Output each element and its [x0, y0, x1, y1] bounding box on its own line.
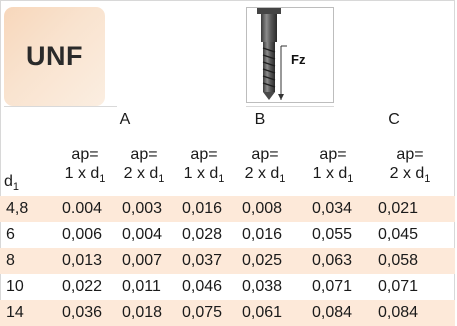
table-cell: 0,007: [116, 248, 176, 274]
table-cell: 0,045: [378, 226, 419, 243]
table-cell: 0,028: [182, 226, 223, 243]
group-label-b: B: [254, 111, 266, 128]
table-cell: 0,016: [176, 196, 236, 222]
column-header: ap= 2 x d1: [244, 146, 286, 186]
tap-illustration: [257, 8, 287, 100]
unf-logo: UNF: [4, 7, 105, 106]
table-cell: 0,004: [122, 226, 163, 243]
table-cell: 0,025: [236, 248, 306, 274]
table-cell: 0,018: [116, 300, 176, 326]
row-diameter-cell: 6: [6, 226, 15, 243]
table-cell: 0,003: [116, 196, 176, 222]
table-cell: 0,058: [372, 248, 455, 274]
fz-label: Fz: [291, 52, 306, 67]
table-cell: 0,063: [306, 248, 372, 274]
group-label-a: A: [119, 111, 131, 128]
table-row: 10 0,022 0,011 0,046 0,038 0,071 0,071: [0, 274, 455, 300]
group-label-c: C: [388, 111, 400, 128]
divider: [246, 106, 334, 107]
table-cell: 0,011: [122, 278, 161, 295]
table-cell: 0,084: [306, 300, 372, 326]
unf-logo-text: UNF: [26, 41, 83, 71]
table-cell: 0,036: [56, 300, 116, 326]
table-cell: 0,006: [62, 226, 103, 243]
table-row: 14 0,036 0,018 0,075 0,061 0,084 0,084: [0, 300, 455, 326]
table-cell: 0,084: [372, 300, 455, 326]
table-cell: 0,046: [182, 278, 223, 295]
row-diameter-cell: 14: [0, 300, 56, 326]
row-diameter-cell: 4,8: [0, 196, 56, 222]
table-cell: 0,013: [56, 248, 116, 274]
table-cell: 0,075: [176, 300, 236, 326]
table-cell: 0,038: [242, 278, 283, 295]
row-header-label: d1: [4, 173, 20, 194]
table-row: 4,8 0.004 0,003 0,016 0,008 0,034 0,021: [0, 196, 455, 222]
column-header: ap= 1 x d1: [64, 146, 106, 186]
table-row: 6 0,006 0,004 0,028 0,016 0,055 0,045: [0, 222, 455, 248]
table-cell: 0,016: [242, 226, 283, 243]
table-cell: 0,055: [312, 226, 353, 243]
row-diameter-cell: 10: [6, 278, 24, 295]
table-cell: 0,022: [62, 278, 103, 295]
column-header: ap= 1 x d1: [312, 146, 354, 186]
table-cell: 0.004: [56, 196, 116, 222]
column-header: ap= 2 x d1: [123, 146, 165, 186]
thread-tool-image: Fz: [246, 7, 334, 103]
table-cell: 0,034: [306, 196, 372, 222]
table-cell: 0,071: [378, 278, 419, 295]
column-header: ap= 2 x d1: [389, 146, 431, 186]
table-row: 8 0,013 0,007 0,037 0,025 0,063 0,058: [0, 248, 455, 274]
table-cell: 0,021: [372, 196, 455, 222]
column-header: ap= 1 x d1: [183, 146, 225, 186]
table-cell: 0,008: [236, 196, 306, 222]
row-diameter-cell: 8: [0, 248, 56, 274]
divider: [4, 106, 117, 107]
table-cell: 0,037: [176, 248, 236, 274]
table-cell: 0,061: [236, 300, 306, 326]
table-cell: 0,071: [312, 278, 353, 295]
feed-table: 4,8 0.004 0,003 0,016 0,008 0,034 0,021 6 0,006 0…: [0, 196, 455, 326]
